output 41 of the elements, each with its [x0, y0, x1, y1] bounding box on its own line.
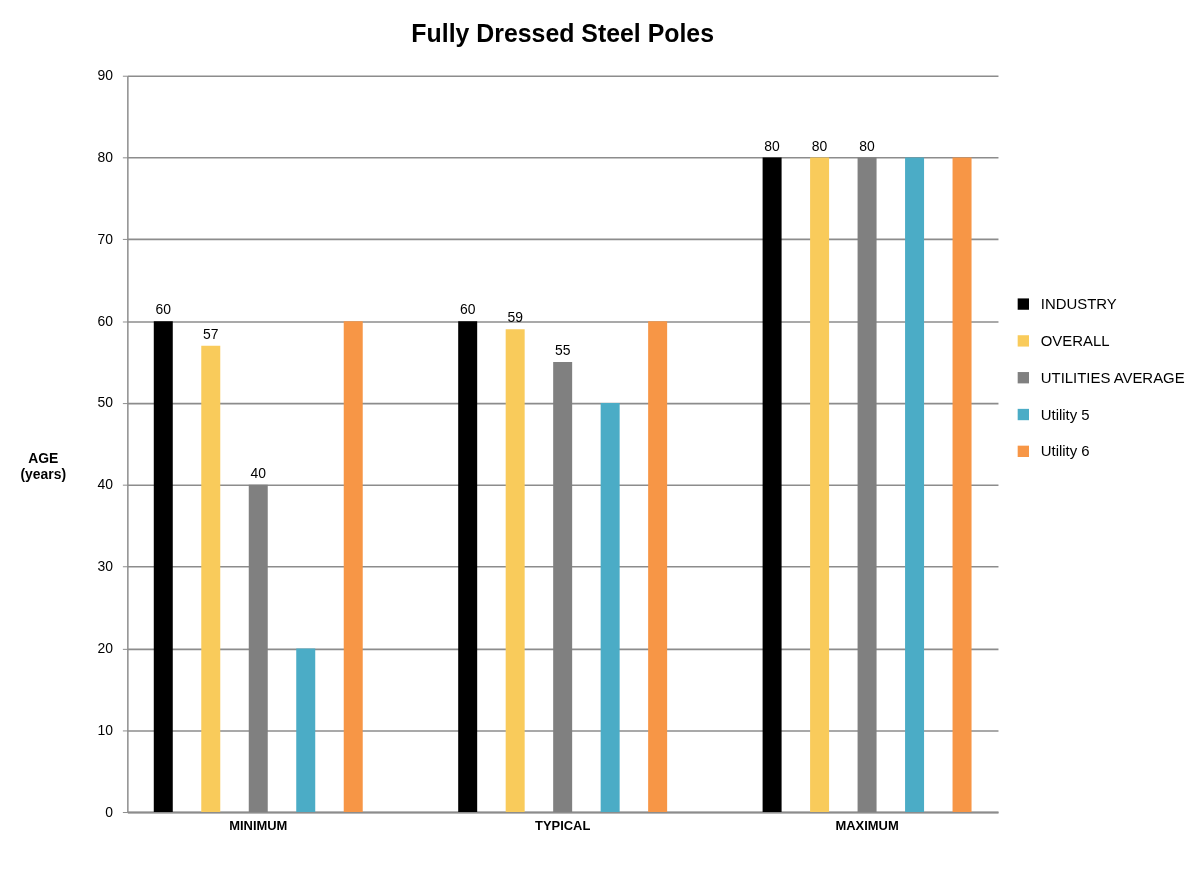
y-tick-label: 60	[97, 312, 114, 329]
data-label: 40	[250, 464, 267, 481]
y-tick-label: 80	[97, 149, 114, 166]
legend-label: UTILITIES AVERAGE	[1040, 368, 1185, 386]
y-tick-label: 70	[97, 230, 114, 247]
bar	[343, 321, 363, 813]
x-tick-label: MAXIMUM	[835, 818, 899, 834]
data-label: 59	[507, 309, 524, 326]
bar	[458, 321, 478, 813]
y-tick-label: 30	[97, 558, 114, 575]
data-label: 80	[811, 137, 828, 154]
bar	[153, 321, 173, 813]
bar	[905, 157, 925, 813]
bar	[762, 157, 782, 813]
bar	[648, 321, 668, 813]
bar	[296, 648, 316, 813]
y-tick-label: 90	[97, 67, 114, 84]
data-label: 60	[155, 301, 172, 318]
y-tick-label: 0	[105, 803, 114, 820]
data-label: 57	[203, 325, 219, 342]
bar	[201, 345, 221, 813]
data-label: 80	[764, 137, 781, 154]
y-tick-label: 20	[97, 639, 114, 656]
bar	[600, 402, 620, 813]
data-label: 55	[554, 342, 571, 359]
y-tick-label: 50	[97, 394, 114, 411]
bar	[505, 329, 525, 813]
legend-label: Utility 5	[1040, 405, 1090, 423]
chart-title: Fully Dressed Steel Poles	[411, 18, 714, 47]
y-tick-label: 10	[97, 721, 114, 738]
legend-label: Utility 6	[1040, 442, 1090, 460]
legend-label: OVERALL	[1040, 331, 1110, 349]
x-tick-label: TYPICAL	[535, 818, 591, 834]
data-label: 80	[859, 137, 876, 154]
bar	[952, 157, 972, 813]
y-tick-label: 40	[97, 476, 114, 493]
data-label: 60	[459, 301, 476, 318]
legend-label: INDUSTRY	[1040, 295, 1117, 313]
x-tick-label: MINIMUM	[229, 818, 288, 834]
bar	[810, 157, 830, 813]
y-axis-title: AGE (years)	[20, 450, 67, 482]
